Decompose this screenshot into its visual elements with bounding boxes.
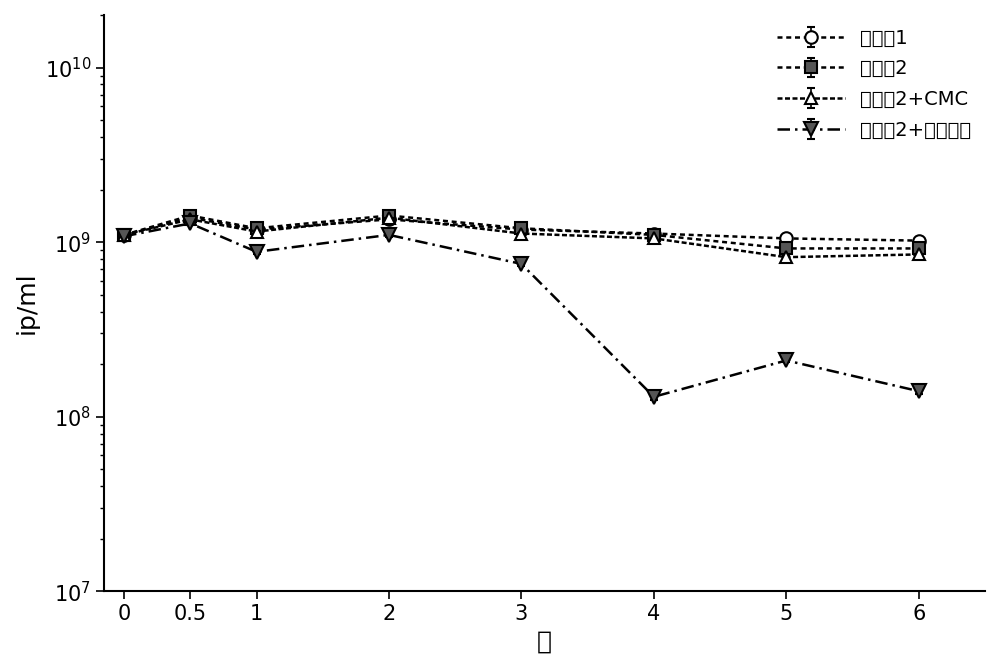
Legend: 配制剂1, 配制剂2, 配制剂2+CMC, 配制剂2+普朗尼克: 配制剂1, 配制剂2, 配制剂2+CMC, 配制剂2+普朗尼克 (769, 21, 979, 147)
Y-axis label: ip/ml: ip/ml (15, 272, 39, 334)
X-axis label: 月: 月 (537, 630, 552, 654)
